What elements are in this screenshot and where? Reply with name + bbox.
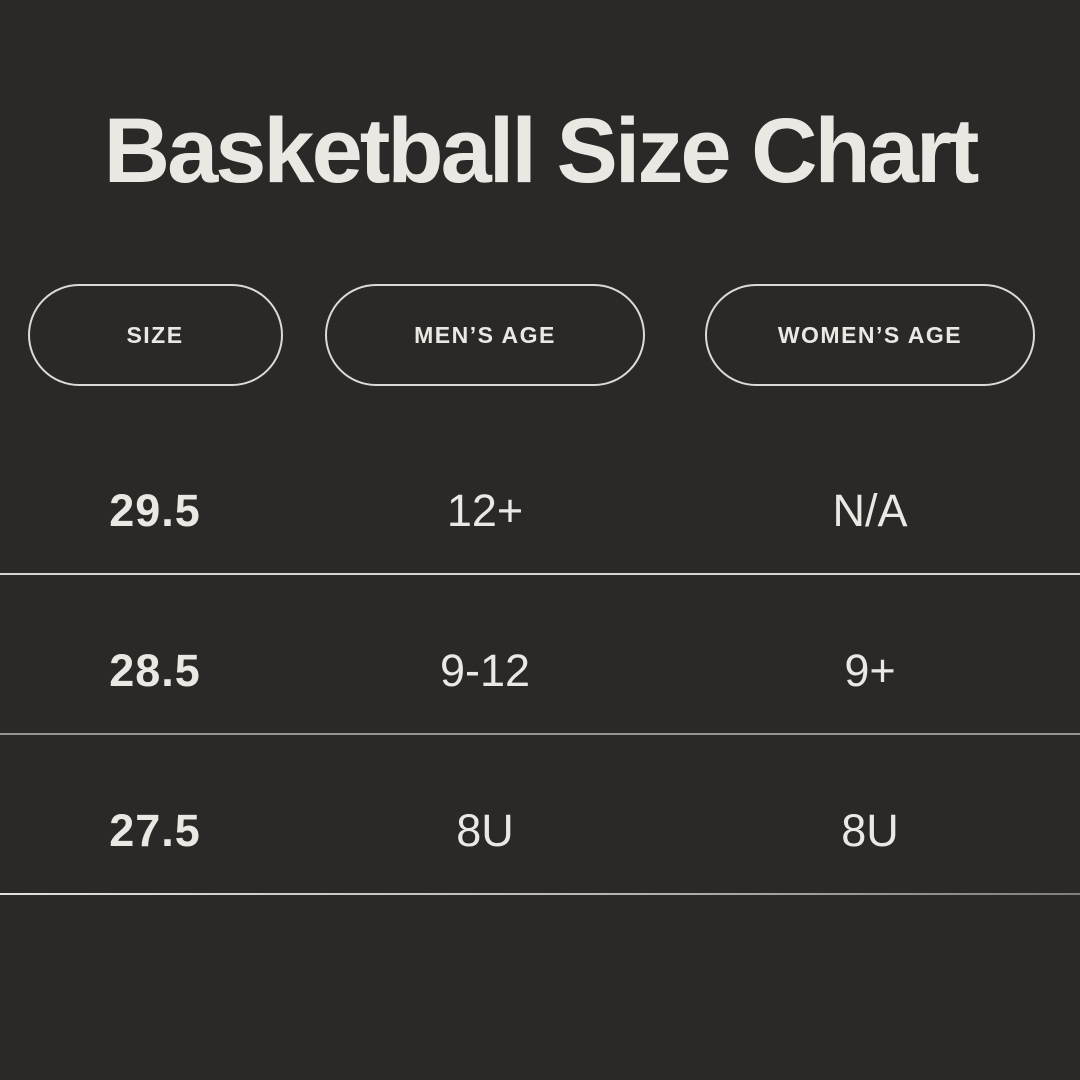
column-header-label-womens-age: WOMEN’S AGE	[777, 321, 963, 348]
column-header-label-mens-age: MEN’S AGE	[414, 321, 556, 348]
cell-mens-age: 9-12	[439, 645, 531, 696]
header-cell-mens-age: MEN’S AGE	[310, 284, 660, 386]
cell-womens-age: 8U	[841, 805, 899, 856]
table-row: 27.5 8U 8U	[0, 735, 1080, 895]
column-header-pill-womens-age: WOMEN’S AGE	[705, 284, 1035, 386]
cell-mens-age: 12+	[446, 485, 524, 536]
cell-size: 29.5	[109, 485, 201, 536]
cell-womens-age: 9+	[844, 645, 896, 696]
cell-mens-age: 8U	[456, 805, 514, 856]
table-row: 29.5 12+ N/A	[0, 415, 1080, 575]
table-row: 28.5 9-12 9+	[0, 575, 1080, 735]
table-header-row: SIZE MEN’S AGE WOMEN’S AGE	[0, 284, 1080, 386]
column-header-pill-mens-age: MEN’S AGE	[325, 284, 645, 386]
header-cell-womens-age: WOMEN’S AGE	[660, 284, 1080, 386]
cell-size: 27.5	[109, 805, 201, 856]
column-header-label-size: SIZE	[126, 321, 184, 348]
cell-womens-age: N/A	[832, 485, 908, 536]
header-cell-size: SIZE	[0, 284, 310, 386]
column-header-pill-size: SIZE	[27, 284, 283, 386]
page-title: Basketball Size Chart	[103, 100, 980, 202]
size-table: 29.5 12+ N/A 28.5 9-12 9+ 27.5 8U 8U	[0, 415, 1080, 895]
cell-size: 28.5	[109, 645, 201, 696]
